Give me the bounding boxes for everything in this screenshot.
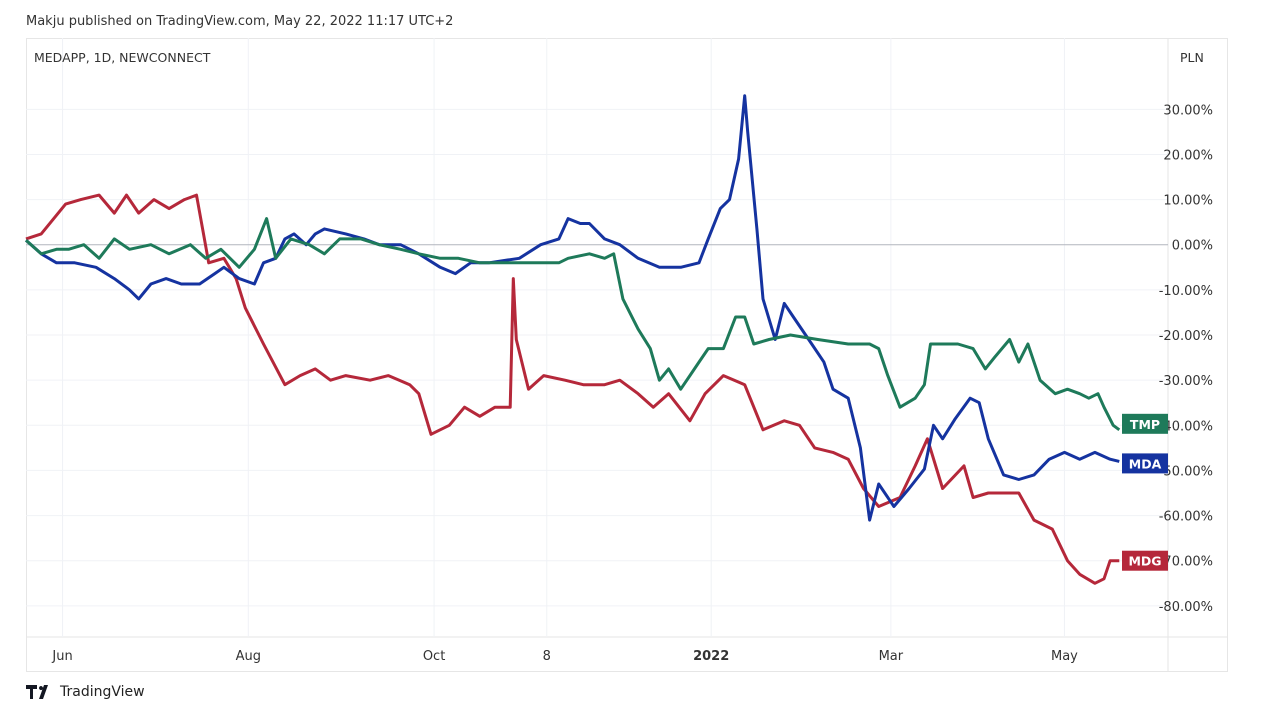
x-tick-label: Aug (236, 649, 261, 664)
y-tick-label: 30.00% (1163, 103, 1213, 118)
x-tick-label: May (1051, 649, 1078, 664)
y-tick-label: -20.00% (1159, 329, 1213, 344)
series-label-mdg-bg (1122, 550, 1168, 571)
series-line-tmp (24, 217, 1121, 432)
published-caption: Makju published on TradingView.com, May … (26, 14, 454, 29)
y-tick-label: 0.00% (1172, 239, 1213, 254)
tradingview-logo-icon (26, 685, 48, 699)
series-label-mda: MDA (1129, 456, 1162, 471)
x-tick-label: 2022 (693, 649, 729, 664)
y-tick-label: -80.00% (1159, 600, 1213, 615)
y-tick-label: 10.00% (1163, 194, 1213, 209)
currency-label: PLN (1180, 50, 1204, 65)
tradingview-logo-text: TradingView (60, 684, 145, 700)
series-line-mdg (25, 193, 1120, 585)
series-label-tmp: TMP (1130, 417, 1160, 432)
x-tick-label: Oct (423, 649, 445, 664)
y-tick-label: 20.00% (1163, 148, 1213, 163)
y-tick-label: -60.00% (1159, 510, 1213, 525)
series-line-mda (24, 94, 1120, 522)
series-label-mda-bg (1122, 453, 1168, 474)
tradingview-logo[interactable]: TradingView (26, 684, 145, 700)
y-tick-label: -30.00% (1159, 374, 1213, 389)
x-tick-label: Jun (51, 649, 72, 664)
series-label-mdg: MDG (1128, 554, 1161, 569)
y-tick-label: -10.00% (1159, 284, 1213, 299)
chart-frame (26, 38, 1228, 672)
y-tick-label: -70.00% (1159, 555, 1213, 570)
symbol-title: MEDAPP, 1D, NEWCONNECT (34, 50, 211, 65)
x-tick-label: 8 (543, 649, 551, 664)
series-label-tmp-bg (1122, 413, 1168, 434)
y-tick-label: -40.00% (1159, 419, 1213, 434)
y-tick-label: -50.00% (1159, 464, 1213, 479)
x-tick-label: Mar (879, 649, 904, 664)
